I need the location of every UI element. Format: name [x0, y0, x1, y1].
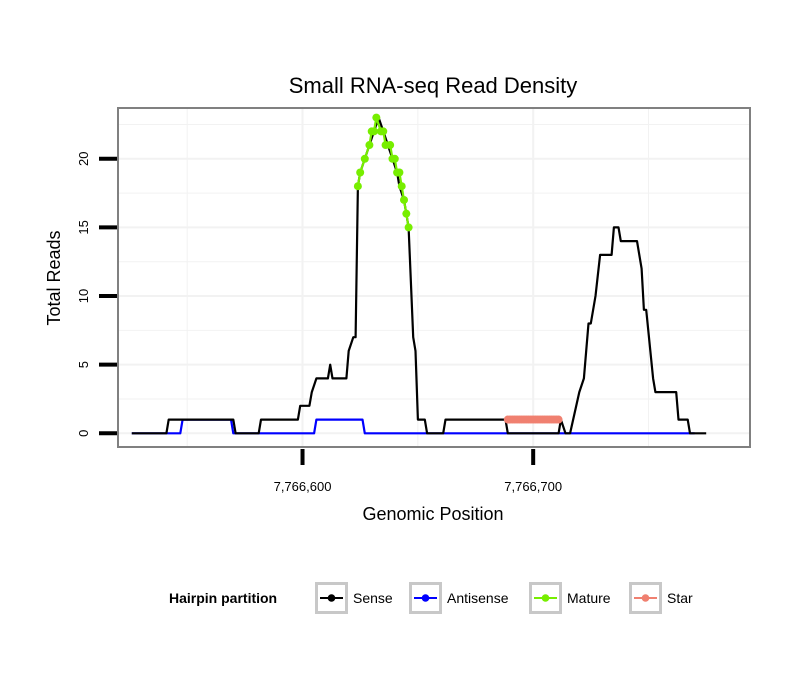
data-point-mature: [397, 182, 406, 191]
legend-label: Star: [667, 590, 693, 606]
y-tick-label: 10: [76, 289, 91, 303]
legend-item-star: Star: [629, 582, 693, 614]
x-axis-ticks: 7,766,600 7,766,700: [274, 449, 562, 494]
panel-border: [117, 107, 751, 448]
series-layer: [131, 113, 707, 435]
legend-title: Hairpin partition: [169, 590, 277, 606]
legend-key-point: [421, 594, 430, 602]
y-tick-label: 20: [76, 152, 91, 166]
y-axis-ticks: 0 5 10 15 20: [76, 152, 117, 437]
legend-item-antisense: Antisense: [409, 582, 509, 614]
series-line-antisense: [131, 418, 695, 435]
grid: [118, 108, 750, 447]
data-point-mature: [400, 195, 409, 204]
data-point-mature: [356, 168, 365, 177]
data-point-mature: [404, 223, 413, 232]
legend-key-point: [327, 594, 336, 602]
legend-label: Sense: [353, 590, 393, 606]
x-tick-label: 7,766,700: [504, 479, 562, 494]
legend-item-mature: Mature: [529, 582, 611, 614]
legend: Hairpin partition Sense Antisense Mature St…: [169, 582, 693, 614]
legend-key-point: [641, 594, 650, 602]
legend-item-sense: Sense: [315, 582, 393, 614]
data-point-star: [554, 415, 563, 424]
data-point-mature: [365, 141, 374, 150]
y-axis-label: Total Reads: [44, 230, 64, 325]
data-point-mature: [353, 182, 362, 191]
data-point-mature: [360, 154, 369, 163]
legend-label: Mature: [567, 590, 611, 606]
x-axis-label: Genomic Position: [362, 504, 503, 524]
legend-key-point: [541, 594, 550, 602]
data-point-mature: [379, 127, 388, 136]
series-line-sense: [131, 116, 707, 435]
x-tick-label: 7,766,600: [274, 479, 332, 494]
y-tick-label: 5: [76, 361, 91, 368]
data-point-mature: [386, 141, 395, 150]
data-point-mature: [370, 127, 379, 136]
data-point-mature: [390, 154, 399, 163]
chart-title: Small RNA-seq Read Density: [289, 73, 578, 98]
y-tick-label: 0: [76, 430, 91, 437]
data-point-mature: [372, 113, 381, 122]
legend-label: Antisense: [447, 590, 509, 606]
data-point-mature: [395, 168, 404, 177]
y-tick-label: 15: [76, 220, 91, 234]
data-point-mature: [402, 209, 411, 218]
